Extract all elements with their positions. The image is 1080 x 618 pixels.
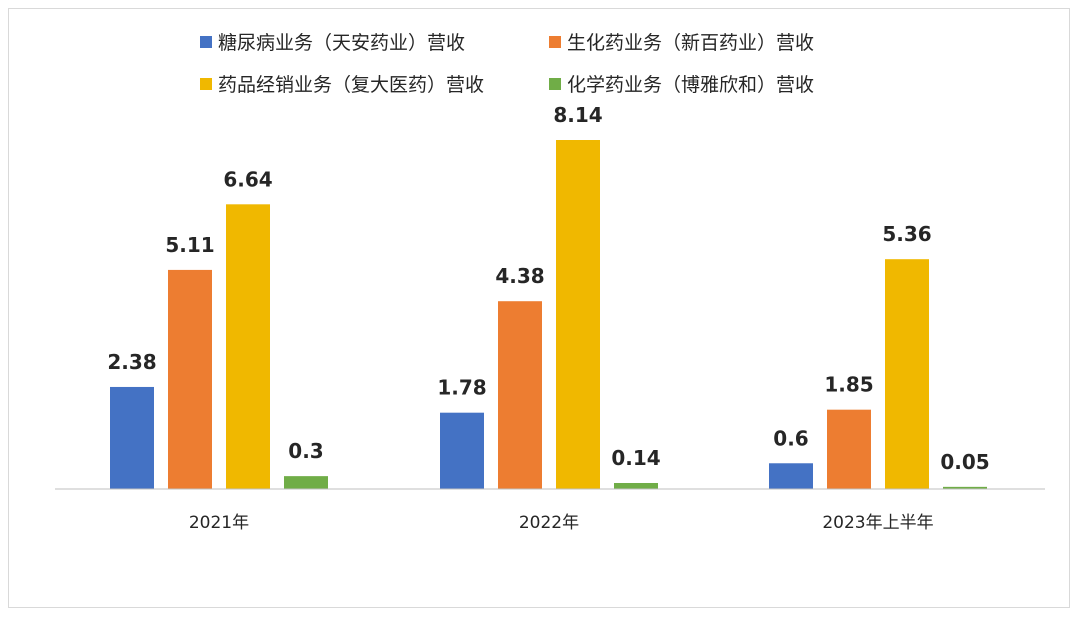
bar-2-series-1: [440, 412, 484, 489]
legend-label-1: 糖尿病业务（天安药业）营收: [218, 32, 465, 54]
value-label-1-series-3: 6.64: [223, 167, 272, 191]
bar-3-series-2: [827, 409, 871, 489]
legend-label-3: 药品经销业务（复大医药）营收: [218, 74, 484, 96]
x-tick-label-2: 2022年: [519, 513, 579, 533]
value-label-3-series-4: 0.05: [940, 450, 989, 474]
bars-group: [110, 140, 987, 489]
bar-2-series-2: [498, 301, 542, 489]
bar-3-series-4: [943, 486, 987, 489]
legend-swatch-2: [549, 36, 561, 48]
x-tick-label-1: 2021年: [189, 513, 249, 533]
legend-swatch-4: [549, 78, 561, 90]
value-label-1-series-1: 2.38: [107, 350, 156, 374]
value-label-2-series-4: 0.14: [611, 446, 660, 470]
value-label-1-series-2: 5.11: [165, 233, 214, 257]
bar-1-series-3: [226, 204, 270, 489]
value-label-3-series-2: 1.85: [824, 373, 873, 397]
legend-swatch-3: [200, 78, 212, 90]
value-label-2-series-2: 4.38: [495, 264, 544, 288]
value-label-2-series-1: 1.78: [437, 376, 486, 400]
value-labels-group: 2.38 5.11 6.64 0.3 1.78 4.38 8.14 0.14 0.6 1.85 5.…: [107, 103, 989, 474]
legend-label-2: 生化药业务（新百药业）营收: [567, 32, 814, 54]
bar-1-series-1: [110, 386, 154, 489]
legend-label-4: 化学药业务（博雅欣和）营收: [567, 74, 814, 96]
value-label-3-series-3: 5.36: [882, 222, 931, 246]
x-tick-label-3: 2023年上半年: [822, 513, 933, 533]
value-label-2-series-3: 8.14: [553, 103, 602, 127]
bar-3-series-1: [769, 463, 813, 489]
legend-swatch-1: [200, 36, 212, 48]
bar-2-series-3: [556, 140, 600, 489]
x-tick-labels: 2021年 2022年 2023年上半年: [189, 513, 934, 533]
value-label-3-series-1: 0.6: [773, 426, 808, 450]
value-label-1-series-4: 0.3: [288, 439, 323, 463]
legend: 糖尿病业务（天安药业）营收 生化药业务（新百药业）营收药品经销业务（复大医药）营收…: [200, 32, 814, 96]
bar-1-series-2: [168, 269, 212, 489]
bar-1-series-4: [284, 476, 328, 489]
bar-2-series-4: [614, 482, 658, 489]
bar-3-series-3: [885, 259, 929, 489]
